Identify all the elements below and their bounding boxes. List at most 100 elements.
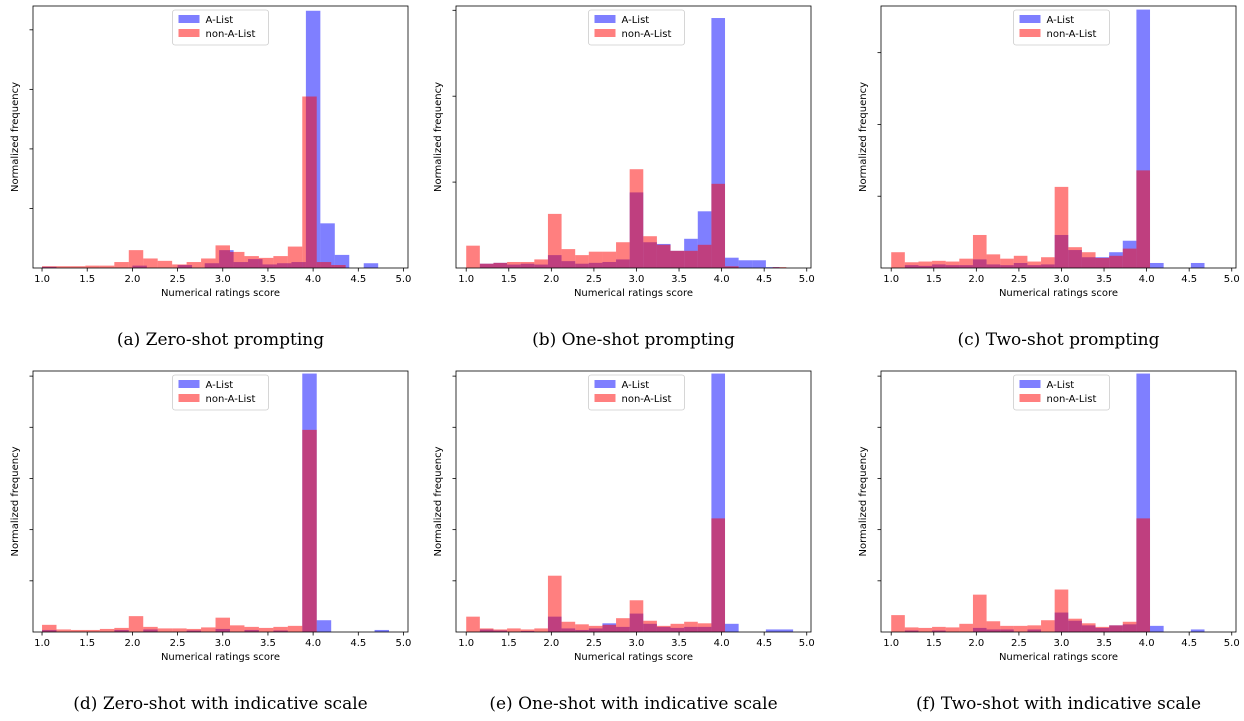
histogram-bar [932, 626, 946, 632]
histogram-bar [128, 616, 144, 632]
x-tick-label: 4.0 [714, 274, 730, 285]
histogram-bar [1013, 255, 1028, 268]
subfigure-caption: (a) Zero-shot prompting [116, 330, 325, 350]
histogram-bar [42, 266, 57, 268]
histogram-bar [561, 249, 576, 268]
histogram-bar [1190, 629, 1205, 632]
x-tick-label: 5.0 [1224, 638, 1240, 649]
series-non-a-list [891, 170, 1151, 268]
x-tick-label: 4.0 [1139, 274, 1155, 285]
x-tick-label: 2.5 [170, 638, 186, 649]
x-tick-label: 3.0 [215, 638, 231, 649]
x-tick-label: 3.0 [1054, 638, 1070, 649]
plot-frame [880, 370, 1237, 633]
legend-swatch [178, 380, 200, 388]
histogram-bar [918, 261, 933, 268]
x-tick-label: 2.0 [543, 274, 559, 285]
x-tick-label: 4.5 [1181, 638, 1197, 649]
x-tick-label: 4.5 [350, 274, 366, 285]
histogram-bar [56, 629, 71, 632]
x-tick-label: 5.0 [799, 638, 815, 649]
histogram-bar [932, 260, 946, 268]
histogram-bar [287, 625, 303, 632]
x-tick-label: 2.0 [543, 638, 559, 649]
series-a-list [479, 373, 794, 632]
y-axis-label: Normalized frequency [10, 82, 21, 192]
histogram-bar [904, 627, 919, 632]
x-tick-label: 2.5 [170, 274, 186, 285]
legend: A-List non-A-List [1013, 374, 1110, 411]
x-tick-label: 2.5 [1011, 638, 1027, 649]
series-non-a-list [466, 169, 787, 268]
x-tick-label: 5.0 [1224, 274, 1240, 285]
legend-label: non-A-List [1047, 394, 1097, 405]
histogram-bar [891, 615, 905, 632]
subfigure-caption: (f) Two-shot with indicative scale [915, 694, 1202, 714]
x-axis-label: Numerical ratings score [999, 652, 1118, 663]
x-tick-label: 1.0 [458, 638, 474, 649]
x-tick-label: 4.5 [1181, 274, 1197, 285]
histogram-bar [157, 628, 173, 632]
histogram-bar [1122, 248, 1137, 268]
histogram-bar [1095, 626, 1110, 632]
histogram-bar [575, 255, 589, 268]
legend-swatch [178, 394, 200, 402]
subfigure-caption: (d) Zero-shot with indicative scale [73, 694, 368, 714]
legend-label: A-List [1047, 380, 1075, 391]
histogram-bar [670, 623, 685, 632]
legend: A-List non-A-List [1013, 9, 1110, 46]
histogram-bar [1041, 257, 1055, 268]
histogram-bar [656, 625, 671, 632]
y-axis-label: Normalized frequency [433, 446, 444, 556]
legend-swatch [1019, 394, 1041, 402]
x-tick-label: 2.5 [586, 638, 602, 649]
histogram-bar [1109, 255, 1123, 268]
y-axis-label: Normalized frequency [433, 82, 444, 192]
legend-label: non-A-List [206, 394, 256, 405]
histogram-bar [602, 624, 617, 632]
x-axis-label: Numerical ratings score [161, 652, 280, 663]
histogram-bar [42, 624, 57, 632]
histogram-bar [85, 265, 100, 268]
histogram-bar [507, 261, 521, 268]
y-axis-label: Normalized frequency [10, 446, 21, 556]
histogram-bar [479, 628, 494, 632]
histogram-bar [273, 626, 288, 632]
y-axis-label: Normalized frequency [858, 82, 869, 192]
histogram-bar [507, 628, 521, 632]
plot-frame [880, 5, 1237, 269]
histogram-bar [738, 260, 753, 268]
histogram-bar [1190, 262, 1205, 268]
histogram-bar [99, 265, 115, 268]
x-tick-label: 2.0 [968, 638, 984, 649]
histogram-bar [904, 262, 919, 268]
legend: A-List non-A-List [172, 374, 269, 411]
legend: A-List non-A-List [172, 9, 269, 46]
legend-swatch [178, 15, 200, 23]
histogram-bar [697, 623, 712, 632]
x-tick-label: 1.5 [926, 274, 942, 285]
x-tick-label: 3.0 [629, 638, 645, 649]
x-tick-label: 5.0 [799, 274, 815, 285]
histogram-bar [547, 575, 562, 632]
x-tick-label: 2.5 [1011, 274, 1027, 285]
histogram-bar [629, 600, 644, 632]
x-tick-label: 1.5 [501, 638, 517, 649]
histogram-bar [273, 256, 288, 268]
legend-swatch [1019, 15, 1041, 23]
histogram-bar [56, 266, 71, 268]
histogram-bar [1136, 170, 1151, 268]
histogram-bar [85, 629, 100, 632]
x-tick-label: 1.5 [926, 638, 942, 649]
x-tick-label: 1.5 [79, 638, 95, 649]
x-axis-label: Numerical ratings score [574, 288, 693, 299]
histogram-bar [229, 625, 245, 632]
x-tick-label: 1.0 [458, 274, 474, 285]
histogram-bar [918, 627, 933, 632]
x-tick-label: 1.0 [883, 274, 899, 285]
histogram-bar [493, 629, 508, 632]
x-tick-label: 1.5 [501, 274, 517, 285]
histogram-bar [616, 618, 630, 632]
histogram-bar [643, 236, 657, 268]
x-tick-label: 4.5 [756, 638, 772, 649]
